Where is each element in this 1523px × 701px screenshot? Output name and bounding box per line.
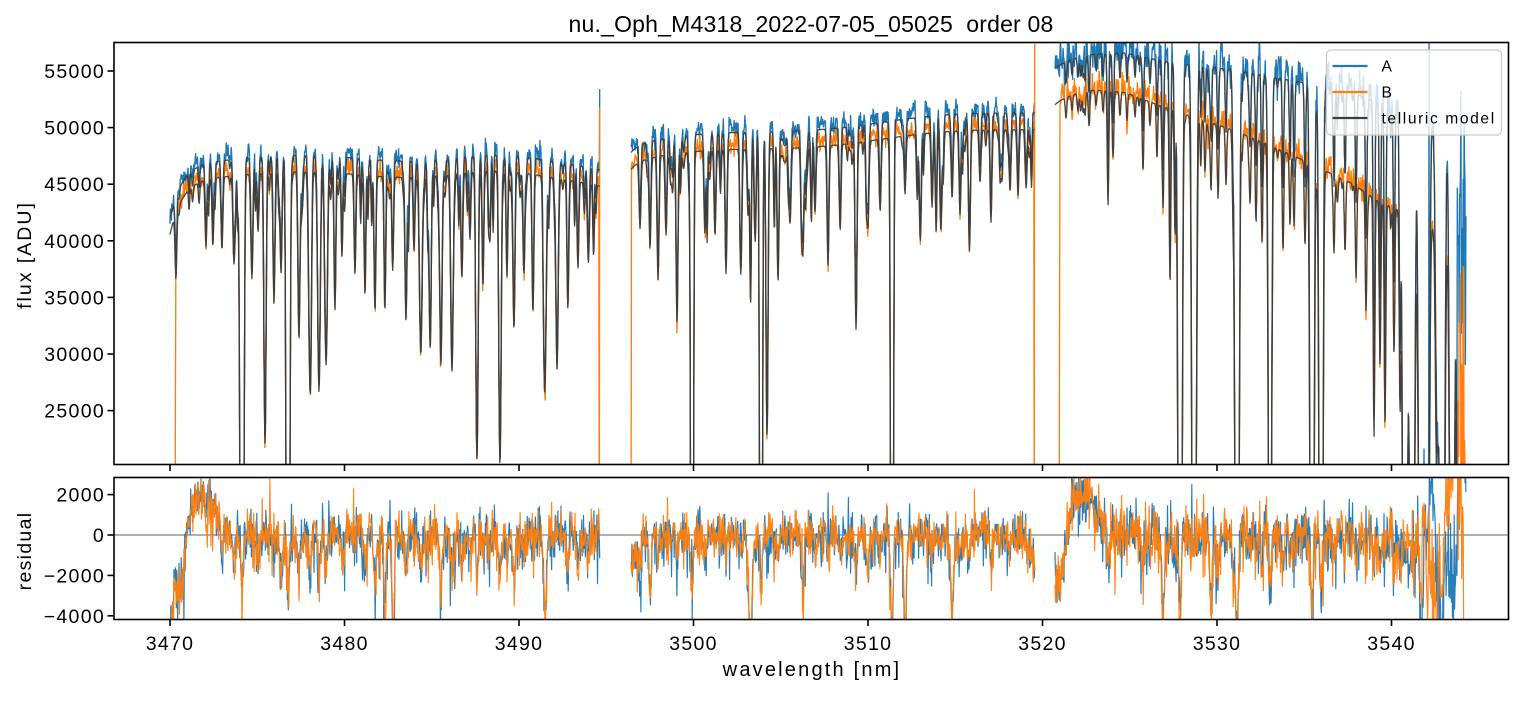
- svg-text:55000: 55000: [44, 61, 105, 83]
- svg-text:3500: 3500: [669, 633, 718, 655]
- svg-text:25000: 25000: [44, 401, 105, 423]
- svg-text:3480: 3480: [320, 633, 369, 655]
- svg-text:residual: residual: [14, 512, 36, 591]
- svg-text:telluric model: telluric model: [1382, 111, 1496, 128]
- svg-text:35000: 35000: [44, 287, 105, 309]
- svg-text:0: 0: [93, 525, 105, 547]
- svg-text:45000: 45000: [44, 174, 105, 196]
- svg-text:40000: 40000: [44, 231, 105, 253]
- svg-text:3490: 3490: [495, 633, 544, 655]
- svg-text:50000: 50000: [44, 118, 105, 140]
- svg-text:3470: 3470: [146, 633, 195, 655]
- svg-text:nu._Oph_M4318_2022-07-05_05025: nu._Oph_M4318_2022-07-05_05025 order 08: [569, 11, 1054, 37]
- svg-text:wavelength [nm]: wavelength [nm]: [722, 659, 902, 681]
- svg-text:30000: 30000: [44, 344, 105, 366]
- svg-text:3540: 3540: [1367, 633, 1416, 655]
- svg-text:A: A: [1382, 59, 1394, 76]
- svg-text:B: B: [1382, 85, 1394, 102]
- svg-text:−2000: −2000: [44, 565, 105, 587]
- svg-text:flux [ADU]: flux [ADU]: [14, 201, 36, 309]
- svg-text:3520: 3520: [1018, 633, 1067, 655]
- svg-text:3510: 3510: [844, 633, 893, 655]
- svg-text:−4000: −4000: [44, 606, 105, 628]
- svg-text:2000: 2000: [56, 485, 105, 507]
- svg-text:3530: 3530: [1193, 633, 1242, 655]
